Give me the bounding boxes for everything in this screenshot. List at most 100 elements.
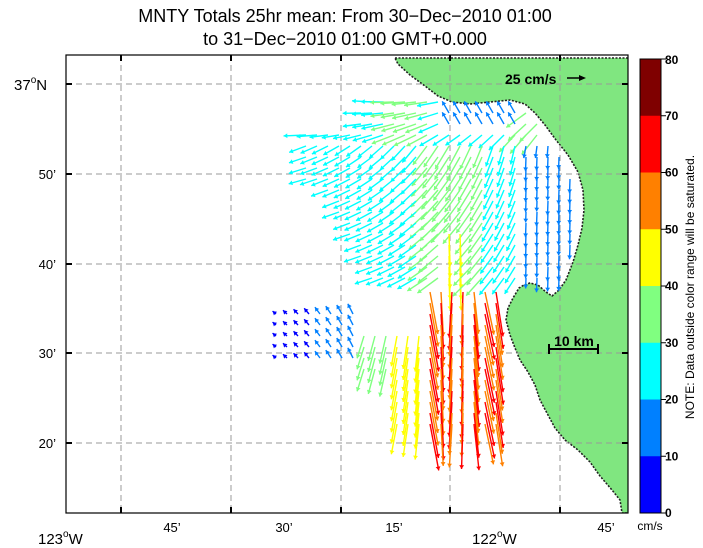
vector-head [401,179,406,184]
vector-head [435,367,441,372]
vector-shaft [495,401,504,449]
vector-head [534,242,540,247]
vector-head [469,216,475,222]
vector-shaft [412,145,428,166]
vector-head [505,267,510,273]
vector-head [378,392,383,397]
vector-head [545,231,551,236]
vector-shaft [473,324,480,372]
vector-shaft [414,390,420,427]
vector-head [467,270,472,275]
vector-shaft [432,189,450,212]
vector-head [325,306,330,311]
vector-shaft [414,401,420,438]
vector-shaft [429,412,440,459]
vector-shaft [402,390,409,425]
vector-head [377,260,382,266]
vector-head [534,207,540,212]
vector-head [356,195,362,200]
vector-head [523,218,529,223]
vector-shaft [495,412,504,454]
vector-head [495,203,500,209]
vector-head [397,284,402,290]
vector-shaft [390,335,398,367]
vector-head [523,274,529,279]
vector-head [389,373,395,378]
vector-head [495,214,500,220]
vector-head [408,265,413,271]
vector-head [423,162,428,168]
vector-shaft [468,222,483,244]
vector-shaft [471,156,483,179]
vector-head [314,329,320,334]
vector-head [435,466,441,471]
vector-head [334,162,340,167]
vector-head [417,115,422,121]
vector-head [545,287,551,292]
vector-shaft [431,200,450,223]
vector-head [442,112,447,117]
vector-head [347,336,352,342]
vector-head [345,184,350,189]
vector-head [491,342,496,348]
vector-head [567,240,573,245]
vector-head [494,225,500,230]
vector-head [534,187,540,191]
vector-head [283,321,288,326]
vector-shaft [417,255,439,273]
vector-head [545,252,551,257]
vector-head [406,142,412,147]
vector-shaft [402,346,409,381]
vector-shaft [445,167,461,192]
vector-shaft [471,167,483,190]
vector-head [322,172,328,177]
vector-head [389,384,395,389]
vector-head [509,160,514,165]
vector-head [288,180,293,186]
vector-head [366,238,372,243]
vector-shaft [484,412,496,459]
vector-shaft [410,189,428,208]
vector-head [481,247,486,253]
vector-head [299,181,305,186]
colorbar-segment [640,172,661,230]
vector-shaft [459,145,472,170]
vector-shaft [429,423,440,471]
vector-head [545,186,551,191]
vector-head [347,314,352,320]
vector-head [534,273,540,278]
vector-head [283,310,288,315]
vector-head [508,101,513,106]
colorbar-tick-label: 40 [665,279,679,293]
vector-head [366,249,372,254]
vector-head [523,187,529,192]
lon-label-30: 30’ [275,520,292,535]
vector-shaft [473,423,480,471]
vector-head [366,356,372,361]
vector-head [467,259,472,264]
vector-shaft [420,189,439,210]
vector-head [368,175,374,180]
vector-shaft [429,390,439,434]
vector-head [469,227,474,233]
vector-head [314,351,320,356]
vector-head [534,263,540,268]
vector-shaft [484,368,496,416]
vector-head [357,163,362,168]
vector-head [283,343,288,348]
vector-shaft [381,123,406,132]
vector-shaft [356,357,365,381]
vector-head [325,317,330,322]
vector-head [366,389,372,394]
colorbar-unit: cm/s [637,519,662,533]
vector-shaft [446,145,461,171]
vector-head [475,112,480,117]
vector-head [405,128,410,134]
vector-head [418,128,423,134]
vector-head [322,193,327,198]
vector-head [389,362,395,367]
vector-shaft [455,211,472,234]
vector-shaft [505,112,527,129]
vector-shaft [429,335,439,378]
vector-head [323,161,328,166]
